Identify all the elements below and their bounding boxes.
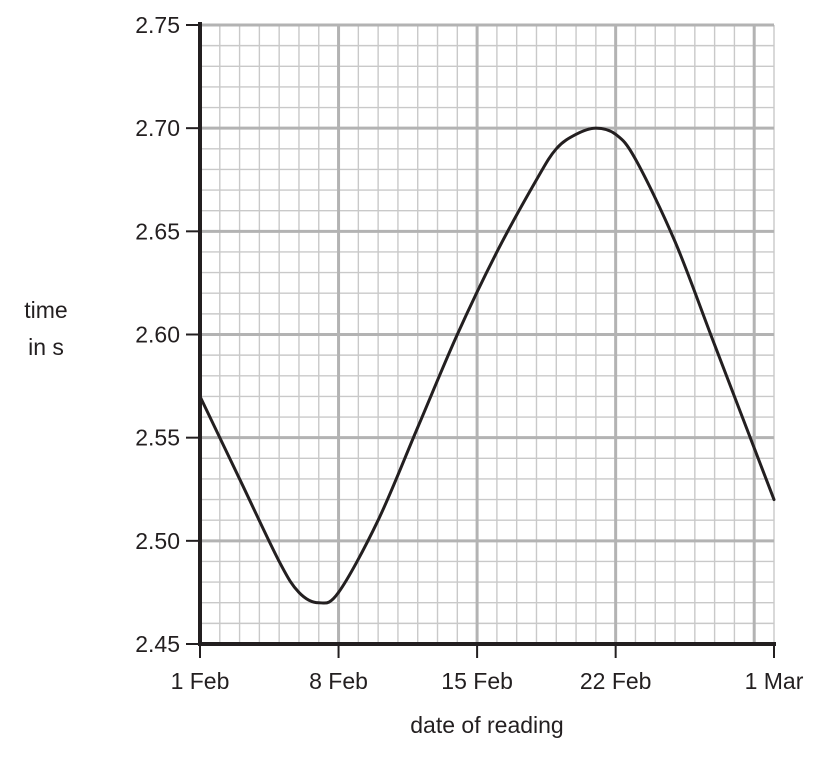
x-tick-label: 1 Mar — [745, 668, 804, 694]
major-gridlines — [198, 23, 774, 646]
y-tick-label: 2.50 — [135, 528, 180, 554]
y-tick-label: 2.60 — [135, 322, 180, 348]
y-tick-label: 2.75 — [135, 12, 180, 38]
y-tick-label: 2.45 — [135, 631, 180, 657]
x-axis-title: date of reading — [410, 712, 563, 738]
y-axis-title-line-2: in s — [28, 334, 64, 360]
y-tick-labels: 2.45 2.50 2.55 2.60 2.65 2.70 2.75 — [135, 12, 180, 657]
series-group — [198, 126, 776, 605]
y-tick-label: 2.65 — [135, 218, 180, 244]
x-tick-label: 1 Feb — [171, 668, 230, 694]
y-tick-label: 2.70 — [135, 115, 180, 141]
x-tick-label: 8 Feb — [309, 668, 368, 694]
x-tick-label: 22 Feb — [580, 668, 652, 694]
series-line — [198, 126, 776, 605]
x-tick-label: 15 Feb — [441, 668, 513, 694]
x-tick-labels: 1 Feb 8 Feb 15 Feb 22 Feb 1 Mar — [171, 668, 804, 694]
tick-marks — [186, 24, 775, 658]
y-tick-label: 2.55 — [135, 425, 180, 451]
y-axis-title-line-1: time — [24, 297, 67, 323]
